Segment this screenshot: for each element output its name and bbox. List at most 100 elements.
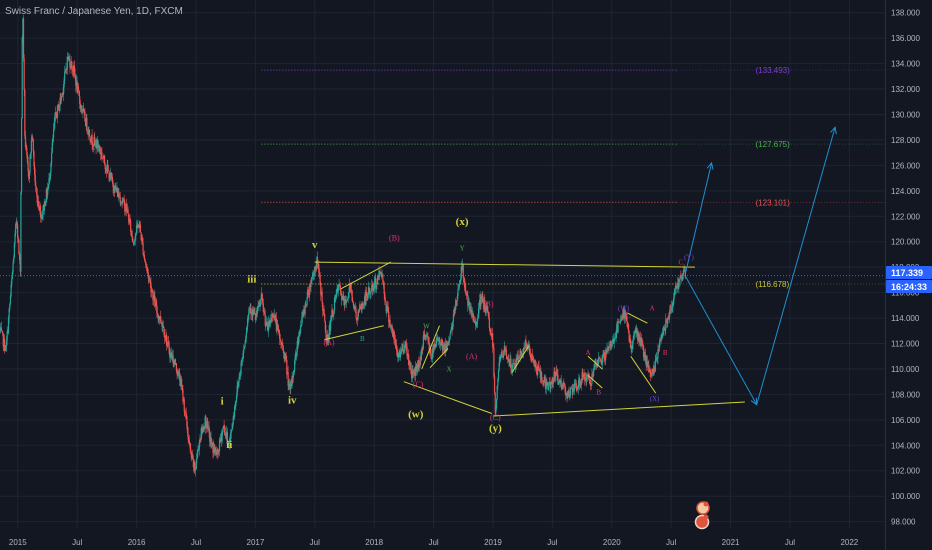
candle-body (76, 80, 78, 93)
candle-body (629, 338, 632, 349)
candle-body (586, 374, 588, 377)
candle-body (298, 335, 300, 337)
y-tick-label: 134.000 (891, 60, 920, 69)
trend-line (314, 261, 695, 268)
candle-body (162, 325, 164, 327)
candle-body (371, 284, 374, 291)
candle-body (580, 378, 583, 385)
candle-body (615, 333, 617, 337)
candle-body (568, 390, 570, 396)
time-axis[interactable]: 2015 Jul 2016 Jul 2017 Jul 2018 Jul 2019 Jul 2020 J… (9, 538, 859, 547)
candle-body (37, 201, 39, 203)
candle-body (101, 152, 103, 158)
candle-body (246, 326, 248, 333)
countdown-text: 16:24:33 (891, 282, 927, 292)
candle-body (326, 334, 328, 342)
candle-body (75, 77, 77, 86)
candle-body (394, 337, 396, 340)
candle-body (318, 272, 321, 275)
candle-body (96, 139, 98, 149)
candle-body (11, 271, 14, 279)
candle-body (347, 297, 349, 299)
candle-body (301, 316, 303, 325)
candle-body (443, 344, 445, 347)
candle-body (546, 382, 548, 383)
candle-body (399, 353, 401, 358)
candle-body (83, 108, 85, 111)
candle-body (17, 225, 19, 239)
candle-body (118, 191, 120, 198)
level-label: (123.101) (756, 198, 791, 207)
candle-body (71, 69, 74, 71)
candle-body (365, 292, 367, 305)
candle-body (295, 354, 297, 356)
candle-body (15, 224, 17, 234)
candle-body (84, 111, 86, 122)
candle-body (73, 65, 76, 74)
candle-body (350, 284, 352, 293)
candle-body (409, 362, 411, 365)
event-icons[interactable] (694, 501, 710, 530)
candle-body (399, 351, 402, 358)
trend-line (340, 261, 392, 290)
candle-body (199, 438, 201, 443)
candle-body (228, 441, 230, 445)
candle-body (657, 349, 659, 359)
candle-body (253, 312, 255, 315)
candle-body (415, 365, 417, 372)
candle-body (34, 165, 36, 175)
candle-body (354, 306, 357, 311)
candle-body (341, 295, 343, 301)
candle-body (313, 274, 315, 277)
candle-body (82, 108, 84, 113)
candle-body (492, 333, 494, 348)
candle-body (11, 278, 13, 286)
candle-body (622, 314, 624, 319)
candle-body (58, 105, 61, 111)
candle-body (372, 285, 374, 291)
candle-body (411, 373, 413, 379)
candle-body (681, 277, 683, 280)
candle-body (324, 314, 326, 322)
candle-body (357, 311, 359, 320)
level-label: (116.678) (756, 280, 790, 289)
x-tick-label: Jul (191, 538, 201, 547)
candle-body (333, 310, 335, 315)
candle-body (128, 219, 130, 223)
wave-label: iii (247, 273, 256, 285)
candle-body (501, 355, 504, 358)
y-tick-label: 132.000 (891, 85, 920, 94)
candle-body (352, 302, 355, 307)
candle-body (608, 347, 610, 350)
candle-body (310, 283, 312, 287)
candle-body (64, 71, 66, 81)
candle-body (558, 381, 560, 385)
candle-body (166, 334, 168, 346)
candle-body (541, 372, 543, 381)
candle-body (560, 380, 562, 385)
candle-body (420, 349, 423, 360)
candle-body (322, 309, 325, 311)
candle-body (96, 139, 98, 148)
candle-body (317, 263, 319, 265)
candle-body (56, 105, 59, 118)
candle-body (13, 243, 15, 258)
candle-body (331, 310, 333, 319)
candle-body (90, 135, 93, 143)
candle-body (644, 352, 646, 355)
candle-body (499, 360, 501, 363)
candle-body (388, 311, 390, 323)
candle-body (211, 444, 213, 445)
candle-body (501, 353, 503, 356)
candle-body (135, 233, 137, 237)
candle-body (534, 364, 536, 367)
candle-body (413, 369, 415, 374)
candle-body (68, 57, 70, 59)
candle-body (555, 371, 557, 376)
candle-body (503, 346, 505, 353)
candle-body (667, 318, 669, 319)
candle-body (116, 187, 118, 191)
candle-body (486, 304, 488, 306)
candle-body (308, 294, 310, 295)
